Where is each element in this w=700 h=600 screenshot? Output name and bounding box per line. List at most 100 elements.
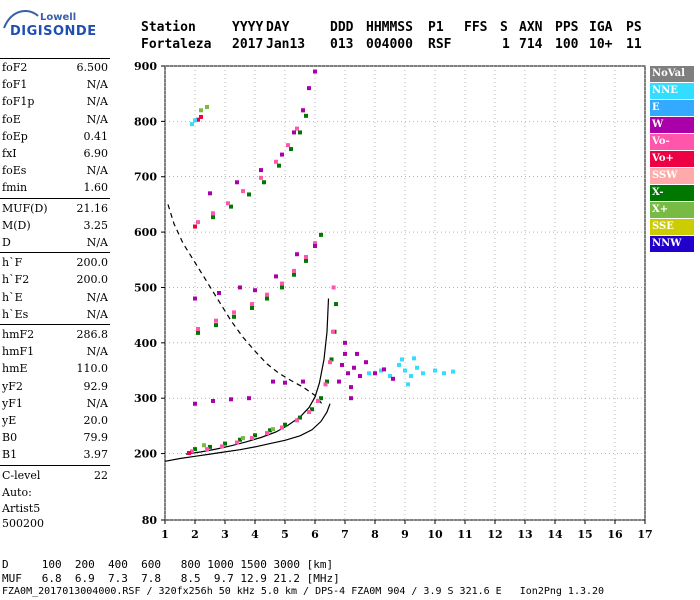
param-row: foEs N/A xyxy=(0,162,110,180)
point-x- xyxy=(214,323,218,328)
point-x- xyxy=(193,447,197,452)
point-w xyxy=(313,69,317,74)
header-label-5: P1 xyxy=(428,20,444,35)
param-value: N/A xyxy=(86,112,108,126)
point-x- xyxy=(232,314,236,319)
point-x- xyxy=(211,215,215,220)
x-tick-label: 8 xyxy=(371,528,379,541)
point-vo- xyxy=(292,268,296,273)
point-w xyxy=(271,379,275,384)
param-label: foF1p xyxy=(2,95,35,109)
param-divider xyxy=(0,58,110,59)
y-tick-label: 200 xyxy=(134,448,157,461)
y-tick-label: 300 xyxy=(134,392,157,405)
point-x- xyxy=(319,396,323,401)
y-tick-label: 700 xyxy=(134,171,157,184)
point-nne xyxy=(406,382,410,387)
y-tick-label: 80 xyxy=(142,514,158,527)
x-tick-label: 17 xyxy=(637,528,652,541)
point-vo- xyxy=(328,360,332,365)
header-label-1: YYYY xyxy=(232,20,264,35)
x-tick-label: 11 xyxy=(457,528,472,541)
point-nne xyxy=(409,374,413,379)
point-vo- xyxy=(250,436,254,441)
point-w xyxy=(217,291,221,295)
point-w xyxy=(313,243,317,248)
param-label: B1 xyxy=(2,448,18,462)
point-nne xyxy=(367,371,371,376)
muf-row: MUF 6.8 6.9 7.3 7.8 8.5 9.7 12.9 21.2 [M… xyxy=(2,572,340,585)
param-row: h`E N/A xyxy=(0,289,110,307)
point-w xyxy=(301,108,305,113)
param-value: 20.0 xyxy=(83,414,109,427)
point-w xyxy=(292,130,296,135)
point-nne xyxy=(415,365,419,370)
point-nne xyxy=(421,371,425,376)
point-vo- xyxy=(265,292,269,297)
param-label: yE xyxy=(2,414,17,427)
point-vo- xyxy=(196,117,200,122)
header-label-2: DAY xyxy=(266,20,290,35)
logo-name: DIGISONDE xyxy=(10,24,97,39)
param-divider xyxy=(0,464,110,466)
legend-item-vo-: Vo+ xyxy=(650,151,694,167)
param-value: 200.0 xyxy=(76,256,109,270)
point-x- xyxy=(208,444,212,449)
x-tick-label: 16 xyxy=(607,528,623,541)
header-value-2: Jan13 xyxy=(266,37,306,52)
param-row: h`F 200.0 xyxy=(0,254,110,272)
param-value: N/A xyxy=(86,164,108,178)
point-vo- xyxy=(265,431,269,436)
point-vo- xyxy=(286,143,290,148)
param-label: C-level xyxy=(2,468,41,482)
param-label: h`E xyxy=(2,290,23,304)
param-value: 6.90 xyxy=(83,147,109,160)
point-w xyxy=(208,191,212,196)
point-x- xyxy=(298,415,302,420)
point-x- xyxy=(271,427,275,432)
header-value-9: 10+ xyxy=(589,37,613,52)
point-vo- xyxy=(307,410,311,415)
param-label: foEp xyxy=(2,129,28,143)
x-tick-label: 10 xyxy=(427,528,443,541)
point-w xyxy=(364,360,368,365)
point-w xyxy=(283,380,287,385)
param-value: N/A xyxy=(86,78,108,92)
param-row: yF1 N/A xyxy=(0,395,110,413)
header-label-10: IGA xyxy=(589,20,613,35)
x-tick-label: 2 xyxy=(191,528,199,541)
point-w xyxy=(307,86,311,91)
param-row: h`Es N/A xyxy=(0,306,110,324)
point-w xyxy=(349,396,353,401)
point-x- xyxy=(277,163,281,168)
point-nne xyxy=(442,371,446,376)
param-row: foEp 0.41 xyxy=(0,128,110,146)
legend-item-sse: SSE xyxy=(650,219,694,235)
param-row: D N/A xyxy=(0,234,110,252)
point-vo- xyxy=(187,451,191,456)
param-value: 200.0 xyxy=(76,273,109,287)
param-row: fxI 6.90 xyxy=(0,145,110,163)
point-vo- xyxy=(241,189,245,194)
point-w xyxy=(349,385,353,390)
legend-item-nnw: NNW xyxy=(650,236,694,252)
header-label-7: S xyxy=(500,20,508,35)
point-x- xyxy=(325,379,329,384)
point-x- xyxy=(289,147,293,152)
param-label: fxI xyxy=(2,147,17,160)
point-nne xyxy=(379,368,383,373)
param-row: foE N/A xyxy=(0,111,110,129)
artist-label: Artist5 xyxy=(2,502,41,515)
point-x- xyxy=(265,296,269,301)
point-x- xyxy=(253,433,257,438)
point-vo- xyxy=(250,302,254,307)
point-w xyxy=(295,252,299,257)
param-value: N/A xyxy=(86,236,108,249)
param-value: N/A xyxy=(86,95,108,109)
param-value: 21.16 xyxy=(76,201,109,215)
point-vo- xyxy=(226,201,230,206)
point-x- xyxy=(292,272,296,277)
param-label: h`F2 xyxy=(2,273,30,287)
point-vo- xyxy=(304,255,308,260)
header-value-10: 11 xyxy=(626,37,642,52)
